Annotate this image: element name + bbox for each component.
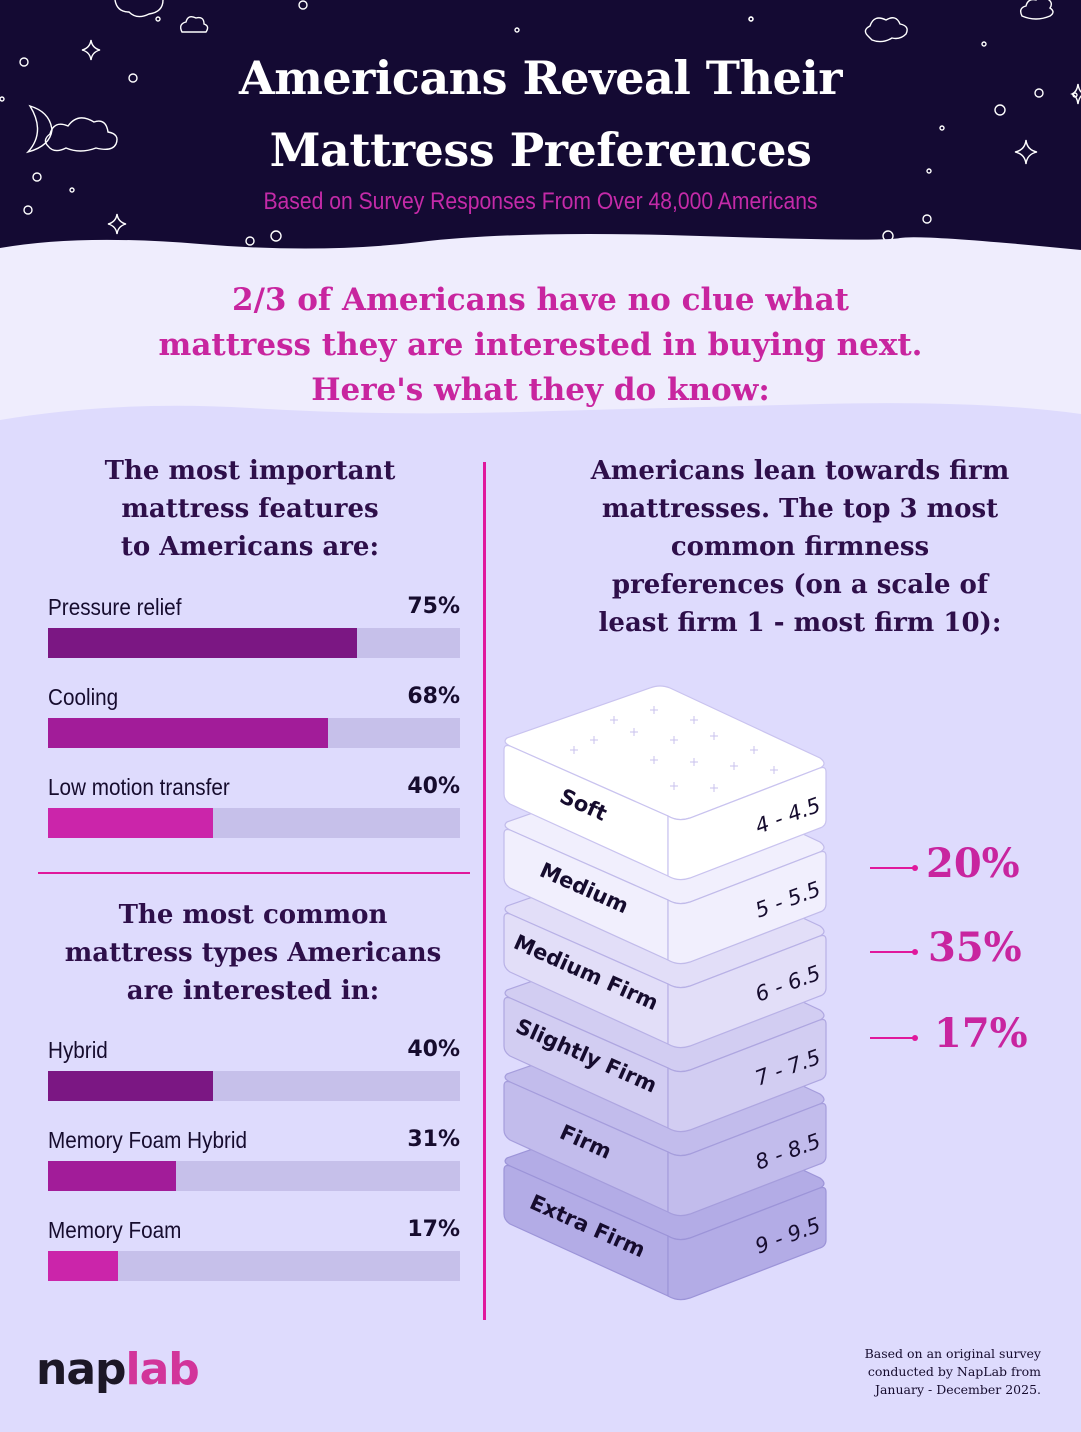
- feature-bar-low-motion-transfer: Low motion transfer 40%: [48, 774, 460, 840]
- lead-line2: mattress they are interested in buying n…: [158, 327, 923, 363]
- feature-bar-cooling: Cooling 68%: [48, 684, 460, 750]
- bar-track: [48, 1251, 460, 1281]
- type-bar-memory-foam-hybrid: Memory Foam Hybrid 31%: [48, 1127, 460, 1193]
- bar-fill: [48, 1161, 176, 1191]
- callout-medium-pct: 20%: [926, 840, 1020, 887]
- page-subtitle: Based on Survey Responses From Over 48,0…: [263, 188, 818, 215]
- bar-track: [48, 808, 460, 838]
- page-title-line1: Americans Reveal Their: [239, 51, 842, 105]
- types-heading: The most common mattress types Americans…: [30, 896, 476, 1010]
- section-divider-horizontal: [38, 872, 470, 874]
- bar-track: [48, 1161, 460, 1191]
- callout-dot: [912, 865, 918, 871]
- features-heading-line2: mattress features: [121, 494, 379, 524]
- logo-nap: nap: [36, 1344, 127, 1395]
- bar-track: [48, 628, 460, 658]
- callout-dot: [912, 1035, 918, 1041]
- column-divider-vertical: [483, 462, 486, 1320]
- bar-label: Memory Foam Hybrid: [48, 1127, 247, 1153]
- firmness-heading-line2: mattresses. The top 3 most: [601, 494, 999, 524]
- cloud-icon: [114, 0, 164, 18]
- types-heading-line3: are interested in:: [126, 976, 380, 1006]
- bar-value: 75%: [407, 594, 460, 619]
- callout-connector: [870, 867, 914, 869]
- bar-value: 40%: [407, 1037, 460, 1062]
- feature-bar-pressure-relief: Pressure relief 75%: [48, 594, 460, 660]
- night-sky-decoration: [0, 0, 1081, 246]
- firmness-heading-line4: preferences (on a scale of: [611, 570, 989, 600]
- firmness-heading-line5: least firm 1 - most firm 10):: [598, 608, 1002, 638]
- bar-value: 17%: [407, 1217, 460, 1242]
- cloud-icon: [179, 15, 209, 33]
- type-bar-hybrid: Hybrid 40%: [48, 1037, 460, 1103]
- naplab-logo: naplab: [36, 1344, 200, 1395]
- callout-connector: [870, 1037, 914, 1039]
- bar-value: 68%: [407, 684, 460, 709]
- mattress-stack: [503, 685, 827, 1301]
- bar-track: [48, 718, 460, 748]
- bar-fill: [48, 808, 213, 838]
- lead-statement: 2/3 of Americans have no clue what mattr…: [0, 278, 1081, 413]
- cloud-icon: [864, 17, 908, 43]
- sparkle-icon: [81, 39, 1081, 235]
- types-heading-line2: mattress types Americans: [64, 938, 442, 968]
- bar-value: 40%: [407, 774, 460, 799]
- bar-label: Pressure relief: [48, 594, 182, 620]
- features-heading-line1: The most important: [104, 456, 396, 486]
- quilt-stitch-pattern: [570, 706, 778, 792]
- bar-label: Memory Foam: [48, 1217, 182, 1243]
- features-heading-line3: to Americans are:: [120, 532, 380, 562]
- footnote-line2: conducted by NapLab from: [867, 1364, 1041, 1379]
- firmness-heading-line3: common firmness: [670, 532, 930, 562]
- bar-fill: [48, 1251, 119, 1281]
- lead-line3: Here's what they do know:: [311, 372, 770, 408]
- callout-connector: [870, 951, 914, 953]
- wave-divider: [0, 234, 1081, 430]
- firmness-heading: Americans lean towards firm mattresses. …: [520, 452, 1080, 642]
- types-heading-line1: The most common: [118, 900, 388, 930]
- callout-medium-firm-pct: 35%: [928, 924, 1022, 971]
- bar-fill: [48, 718, 329, 748]
- bar-label: Low motion transfer: [48, 774, 230, 800]
- cloud-icon: [44, 117, 118, 152]
- survey-footnote: Based on an original survey conducted by…: [865, 1345, 1041, 1399]
- footnote-line3: January - December 2025.: [874, 1382, 1041, 1397]
- bar-fill: [48, 1071, 213, 1101]
- page-title-line2: Mattress Preferences: [269, 123, 812, 177]
- cloud-icon: [1019, 0, 1054, 20]
- callout-slightly-firm-pct: 17%: [934, 1010, 1028, 1057]
- type-bar-memory-foam: Memory Foam 17%: [48, 1217, 460, 1283]
- bar-label: Hybrid: [48, 1037, 108, 1063]
- bar-fill: [48, 628, 357, 658]
- bar-value: 31%: [407, 1127, 460, 1152]
- firmness-heading-line1: Americans lean towards firm: [590, 456, 1010, 486]
- bar-label: Cooling: [48, 684, 119, 710]
- lead-line1: 2/3 of Americans have no clue what: [232, 282, 849, 318]
- moon-icon: [25, 104, 53, 154]
- footnote-line1: Based on an original survey: [864, 1346, 1041, 1361]
- features-heading: The most important mattress features to …: [40, 452, 460, 566]
- callout-dot: [912, 949, 918, 955]
- bar-track: [48, 1071, 460, 1101]
- logo-lab: lab: [125, 1344, 200, 1395]
